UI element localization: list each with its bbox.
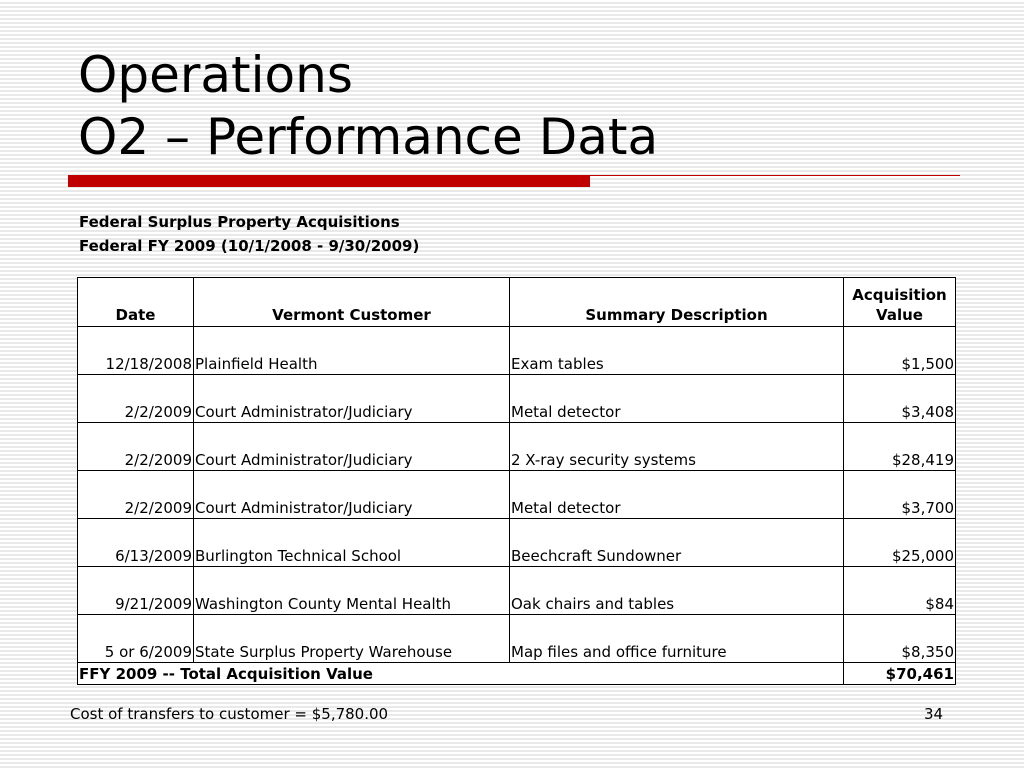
cell-date: 2/2/2009 [77, 422, 194, 471]
transfer-cost-note: Cost of transfers to customer = $5,780.0… [70, 705, 389, 723]
table-row: 2/2/2009 Court Administrator/Judiciary M… [77, 374, 956, 423]
acquisitions-table: Date Vermont Customer Summary Descriptio… [77, 277, 956, 685]
slide-title-line-2: O2 – Performance Data [78, 108, 659, 166]
table-body: 12/18/2008 Plainfield Health Exam tables… [77, 326, 956, 685]
title-accent-bar [68, 175, 590, 187]
table-row: 5 or 6/2009 State Surplus Property Wareh… [77, 614, 956, 663]
cell-date: 12/18/2008 [77, 326, 194, 375]
cell-value: $1,500 [843, 326, 956, 375]
cell-date: 5 or 6/2009 [77, 614, 194, 663]
header-value-line-2: Value [876, 306, 923, 324]
cell-customer: Burlington Technical School [193, 518, 510, 567]
header-value: Acquisition Value [843, 277, 956, 327]
cell-value: $8,350 [843, 614, 956, 663]
table-row: 9/21/2009 Washington County Mental Healt… [77, 566, 956, 615]
header-date: Date [77, 277, 194, 327]
table-total-row: FFY 2009 -- Total Acquisition Value $70,… [77, 662, 956, 685]
cell-date: 2/2/2009 [77, 374, 194, 423]
table-caption-line-1: Federal Surplus Property Acquisitions [79, 213, 400, 231]
table-row: 2/2/2009 Court Administrator/Judiciary 2… [77, 422, 956, 471]
total-value: $70,461 [843, 662, 956, 685]
slide-title: Operations O2 – Performance Data [78, 44, 658, 168]
table-header-row: Date Vermont Customer Summary Descriptio… [77, 277, 956, 327]
table-row: 12/18/2008 Plainfield Health Exam tables… [77, 326, 956, 375]
cell-date: 6/13/2009 [77, 518, 194, 567]
table-caption-line-2: Federal FY 2009 (10/1/2008 - 9/30/2009) [79, 237, 420, 255]
cell-description: Map files and office furniture [509, 614, 844, 663]
table-caption: Federal Surplus Property Acquisitions Fe… [79, 210, 419, 258]
cell-customer: Court Administrator/Judiciary [193, 470, 510, 519]
cell-value: $28,419 [843, 422, 956, 471]
title-accent-line [590, 175, 960, 176]
cell-customer: Plainfield Health [193, 326, 510, 375]
cell-description: Beechcraft Sundowner [509, 518, 844, 567]
cell-description: Exam tables [509, 326, 844, 375]
cell-customer: Washington County Mental Health [193, 566, 510, 615]
cell-customer: Court Administrator/Judiciary [193, 422, 510, 471]
table-row: 6/13/2009 Burlington Technical School Be… [77, 518, 956, 567]
cell-value: $3,408 [843, 374, 956, 423]
table-row: 2/2/2009 Court Administrator/Judiciary M… [77, 470, 956, 519]
cell-value: $84 [843, 566, 956, 615]
cell-date: 2/2/2009 [77, 470, 194, 519]
cell-description: Metal detector [509, 470, 844, 519]
cell-description: Oak chairs and tables [509, 566, 844, 615]
slide-title-line-1: Operations [78, 46, 353, 104]
cell-description: Metal detector [509, 374, 844, 423]
total-label: FFY 2009 -- Total Acquisition Value [77, 662, 844, 685]
header-customer: Vermont Customer [193, 277, 510, 327]
header-description: Summary Description [509, 277, 844, 327]
cell-date: 9/21/2009 [77, 566, 194, 615]
cell-description: 2 X-ray security systems [509, 422, 844, 471]
cell-customer: Court Administrator/Judiciary [193, 374, 510, 423]
cell-customer: State Surplus Property Warehouse [193, 614, 510, 663]
page-number: 34 [924, 705, 944, 723]
cell-value: $25,000 [843, 518, 956, 567]
cell-value: $3,700 [843, 470, 956, 519]
header-value-line-1: Acquisition [852, 286, 947, 304]
